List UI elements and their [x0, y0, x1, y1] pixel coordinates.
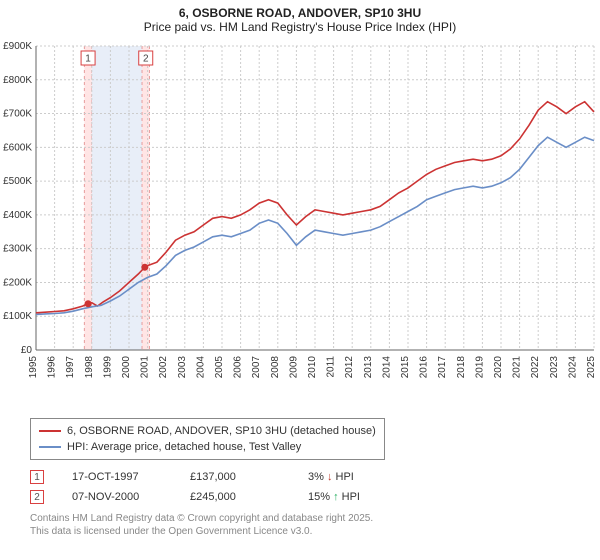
x-tick-label: 2018 [456, 356, 467, 379]
chart-marker-number: 2 [143, 54, 149, 65]
x-tick-label: 2025 [586, 356, 597, 379]
x-tick-label: 2015 [400, 356, 411, 379]
x-tick-label: 2021 [512, 356, 523, 379]
line-chart-svg: £0 £100K £200K £300K £400K £500K £600K £700K £80… [0, 40, 600, 410]
chart-marker-number: 1 [85, 54, 91, 65]
x-tick-label: 2002 [158, 356, 169, 379]
copyright-notice: Contains HM Land Registry data © Crown c… [30, 512, 590, 538]
y-tick-label: £0 [21, 345, 33, 356]
x-tick-label: 2006 [233, 356, 244, 379]
copyright-line1: Contains HM Land Registry data © Crown c… [30, 512, 590, 525]
y-tick-label: £500K [3, 176, 32, 187]
legend-row: 6, OSBORNE ROAD, ANDOVER, SP10 3HU (deta… [39, 423, 376, 439]
y-tick-label: £200K [3, 277, 32, 288]
x-tick-label: 1999 [102, 356, 113, 379]
x-tick-label: 2008 [270, 356, 281, 379]
x-tick-label: 2001 [140, 356, 151, 379]
transaction-row: 2 07-NOV-2000 £245,000 15% ↑ HPI [30, 490, 590, 504]
legend-swatch [39, 446, 61, 448]
x-tick-label: 2013 [363, 356, 374, 379]
transaction-date: 07-NOV-2000 [72, 491, 162, 503]
transaction-table: 1 17-OCT-1997 £137,000 3% ↓ HPI 2 07-NOV-2000… [30, 470, 590, 504]
title-address: 6, OSBORNE ROAD, ANDOVER, SP10 3HU [0, 6, 600, 20]
transaction-row: 1 17-OCT-1997 £137,000 3% ↓ HPI [30, 470, 590, 484]
legend-label: HPI: Average price, detached house, Test… [67, 439, 301, 455]
vertical-band [142, 46, 149, 350]
title-subtitle: Price paid vs. HM Land Registry's House … [0, 20, 600, 34]
y-tick-label: £100K [3, 311, 32, 322]
y-tick-label: £900K [3, 41, 32, 52]
x-tick-label: 2012 [344, 356, 355, 379]
x-tick-label: 2019 [474, 356, 485, 379]
x-tick-label: 2020 [493, 356, 504, 379]
transaction-change: 15% ↑ HPI [308, 491, 398, 503]
y-tick-label: £300K [3, 244, 32, 255]
x-tick-label: 1995 [28, 356, 39, 379]
x-tick-label: 2017 [437, 356, 448, 379]
x-tick-label: 2014 [381, 356, 392, 379]
below-chart-block: 6, OSBORNE ROAD, ANDOVER, SP10 3HU (deta… [30, 418, 590, 538]
transaction-point [85, 300, 92, 307]
x-tick-label: 2011 [326, 356, 337, 378]
x-tick-label: 2024 [567, 356, 578, 379]
chart-title: 6, OSBORNE ROAD, ANDOVER, SP10 3HU Price… [0, 0, 600, 38]
chart-area: £0 £100K £200K £300K £400K £500K £600K £700K £80… [0, 40, 600, 410]
x-tick-label: 2009 [288, 356, 299, 379]
copyright-line2: This data is licensed under the Open Gov… [30, 525, 590, 538]
x-tick-label: 2023 [549, 356, 560, 379]
legend-swatch [39, 430, 61, 432]
x-tick-label: 2007 [251, 356, 262, 379]
transaction-change: 3% ↓ HPI [308, 471, 398, 483]
transaction-date: 17-OCT-1997 [72, 471, 162, 483]
transaction-price: £137,000 [190, 471, 280, 483]
x-tick-label: 2010 [307, 356, 318, 379]
x-tick-label: 1996 [47, 356, 58, 379]
y-tick-label: £600K [3, 142, 32, 153]
legend-row: HPI: Average price, detached house, Test… [39, 439, 376, 455]
legend-label: 6, OSBORNE ROAD, ANDOVER, SP10 3HU (deta… [67, 423, 376, 439]
legend: 6, OSBORNE ROAD, ANDOVER, SP10 3HU (deta… [30, 418, 385, 460]
x-tick-label: 2005 [214, 356, 225, 379]
transaction-marker: 2 [30, 490, 44, 504]
x-tick-label: 2004 [195, 356, 206, 379]
y-tick-label: £400K [3, 210, 32, 221]
x-tick-label: 2000 [121, 356, 132, 379]
x-tick-label: 2016 [419, 356, 430, 379]
x-tick-label: 1997 [65, 356, 76, 379]
x-tick-label: 2022 [530, 356, 541, 379]
transaction-point [141, 264, 148, 271]
y-tick-label: £800K [3, 75, 32, 86]
x-tick-label: 1998 [84, 356, 95, 379]
y-tick-label: £700K [3, 109, 32, 120]
transaction-marker: 1 [30, 470, 44, 484]
transaction-price: £245,000 [190, 491, 280, 503]
x-tick-label: 2003 [177, 356, 188, 379]
